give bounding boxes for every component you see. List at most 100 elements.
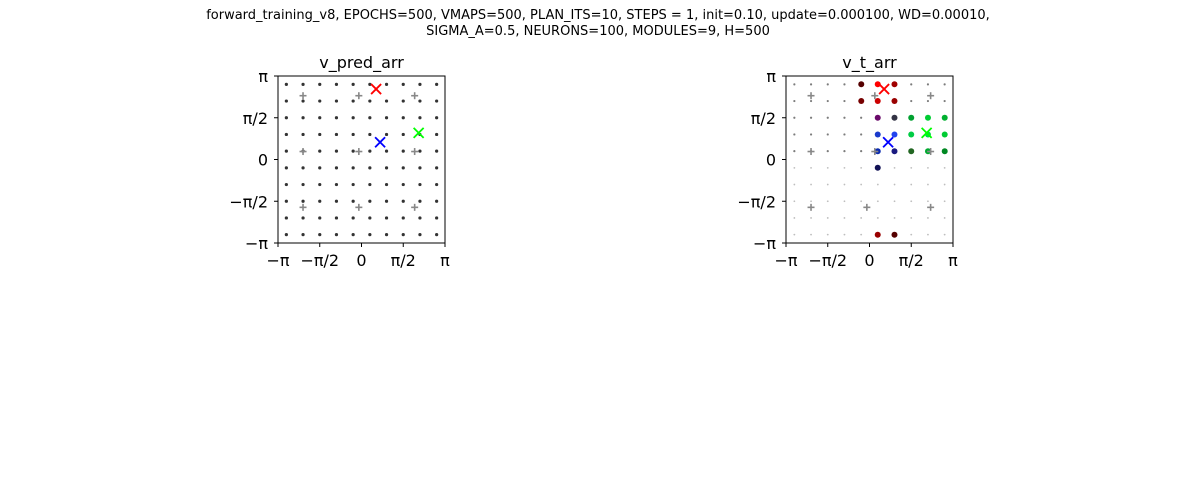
neuron-dot xyxy=(351,216,355,220)
activation-point xyxy=(891,114,898,121)
activation-point xyxy=(908,131,915,138)
neuron-dot xyxy=(351,149,355,153)
neuron-dot xyxy=(793,99,796,103)
activation-point xyxy=(891,81,898,88)
neuron-dot xyxy=(368,182,372,187)
neuron-dot xyxy=(318,132,322,137)
neuron-dot xyxy=(843,133,846,136)
chart-title: v_pred_arr xyxy=(319,53,404,73)
neuron-dot xyxy=(843,183,846,186)
target-marker xyxy=(370,83,382,95)
neuron-dot xyxy=(860,183,863,186)
neuron-dot xyxy=(418,116,422,120)
neuron-dot xyxy=(927,166,929,169)
neuron-dot xyxy=(351,166,355,170)
neuron-dot xyxy=(826,183,829,186)
neuron-dot xyxy=(418,82,422,86)
y-tick-label: 0 xyxy=(258,151,268,170)
target-marker xyxy=(413,127,425,139)
suptitle-line-2: SIGMA_A=0.5, NEURONS=100, MODULES=9, H=5… xyxy=(426,24,770,39)
neuron-dot xyxy=(384,182,389,187)
neuron-dot xyxy=(401,82,405,86)
y-tick-label: −π/2 xyxy=(229,192,268,211)
neuron-dot xyxy=(318,166,322,170)
neuron-dot xyxy=(910,99,913,103)
neuron-dot xyxy=(318,99,322,103)
x-tick-label: −π/2 xyxy=(300,251,339,270)
neuron-dot xyxy=(860,233,863,236)
neuron-dot xyxy=(876,183,879,186)
neuron-dot xyxy=(860,166,863,169)
neuron-dot xyxy=(284,132,288,137)
target-marker xyxy=(374,136,386,148)
neuron-dot xyxy=(418,199,422,203)
activation-point xyxy=(891,98,898,105)
neuron-dot xyxy=(401,233,405,237)
neuron-dot xyxy=(893,183,896,186)
x-tick-label: π xyxy=(948,251,958,270)
neuron-dot xyxy=(793,217,796,219)
neuron-dot xyxy=(351,82,355,86)
neuron-dot xyxy=(284,149,288,153)
neuron-dot xyxy=(301,132,305,137)
neuron-dot xyxy=(401,149,405,153)
neuron-dot xyxy=(368,149,372,153)
neuron-dot xyxy=(926,99,930,103)
neuron-dot xyxy=(318,233,322,237)
neuron-dot xyxy=(368,99,372,103)
neuron-dot xyxy=(384,132,389,137)
neuron-dot xyxy=(943,183,946,186)
neuron-dot xyxy=(435,132,439,137)
neuron-dot xyxy=(826,116,829,119)
neuron-dot xyxy=(284,199,288,203)
neuron-dot xyxy=(401,182,405,187)
neuron-dot xyxy=(893,217,896,219)
target-marker xyxy=(878,83,890,95)
target-marker xyxy=(921,127,933,139)
neuron-dot xyxy=(301,182,305,187)
neuron-dot xyxy=(418,182,422,187)
neuron-dot xyxy=(351,99,355,103)
neuron-dot xyxy=(301,99,305,103)
neuron-dot xyxy=(368,82,372,86)
neuron-dot xyxy=(943,217,946,219)
activation-point xyxy=(941,114,948,121)
neuron-dot xyxy=(843,116,846,119)
activation-point xyxy=(941,148,948,155)
neuron-dot xyxy=(284,182,288,187)
neuron-dot xyxy=(810,166,812,169)
neuron-dot xyxy=(876,217,879,219)
x-tick-label: π/2 xyxy=(899,251,924,270)
chart-title: v_t_arr xyxy=(842,53,897,73)
neuron-dot xyxy=(843,200,846,203)
activation-point xyxy=(874,98,881,105)
neuron-dot xyxy=(943,99,946,103)
neuron-dot xyxy=(435,116,439,120)
neuron-dot xyxy=(318,116,322,120)
neuron-dot xyxy=(368,233,372,237)
neuron-dot xyxy=(435,199,439,203)
neuron-dot xyxy=(435,149,439,153)
neuron-dot xyxy=(927,183,929,186)
neuron-dot xyxy=(418,216,422,220)
neuron-dot xyxy=(843,83,846,86)
activation-point xyxy=(858,98,865,105)
neuron-dot xyxy=(334,216,339,220)
x-tick-label: 0 xyxy=(864,251,874,270)
activation-point xyxy=(874,231,881,238)
neuron-dot xyxy=(809,133,813,136)
neuron-dot xyxy=(826,233,829,236)
neuron-dot xyxy=(435,182,439,187)
suptitle-line-1: forward_training_v8, EPOCHS=500, VMAPS=5… xyxy=(206,8,990,23)
x-tick-label: π/2 xyxy=(391,251,416,270)
neuron-dot xyxy=(843,150,846,153)
neuron-dot xyxy=(384,199,389,203)
neuron-dot xyxy=(384,216,389,220)
chart-panel-2: v_t_arr −π −π/2 0 π/2 π −π −π/2 0 π/2 π xyxy=(737,53,958,270)
neuron-dot xyxy=(384,233,389,237)
neuron-dot xyxy=(301,216,305,220)
neuron-dot xyxy=(334,166,339,170)
neuron-dot xyxy=(943,83,946,86)
neuron-dot xyxy=(435,166,439,170)
activation-point xyxy=(874,114,881,121)
